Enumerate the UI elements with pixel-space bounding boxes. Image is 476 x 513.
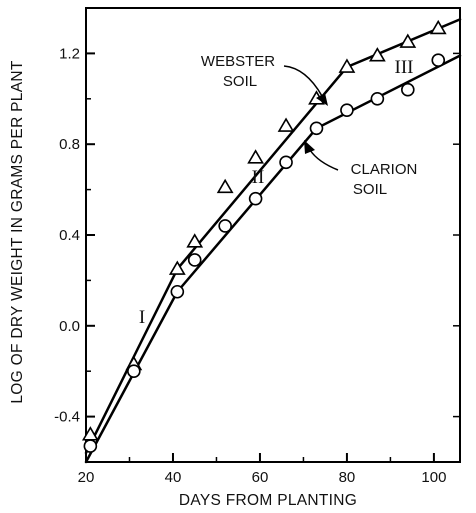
webster-triangle-point	[429, 19, 447, 35]
y-tick-label: -0.4	[54, 409, 80, 426]
clarion-circle-point	[431, 53, 446, 68]
clarion-circle-point	[309, 121, 324, 136]
x-tick-label: 20	[78, 469, 95, 486]
clarion-circle-point	[170, 284, 185, 299]
clarion-label-line1: CLARION	[351, 161, 418, 178]
clarion-leader-arrow	[309, 149, 339, 171]
phase-label-1: I	[139, 307, 145, 328]
x-tick-label: 80	[339, 469, 356, 486]
clarion-circle-point	[401, 82, 415, 97]
y-tick-label: 1.2	[59, 45, 80, 62]
webster-label-line2: SOIL	[223, 73, 257, 90]
webster-arrowhead	[316, 93, 328, 106]
clarion-circle-point	[279, 155, 293, 170]
clarion-circle-point	[187, 253, 202, 267]
webster-triangle-point	[277, 117, 295, 132]
webster-triangle-point	[168, 260, 186, 275]
webster-triangle-point	[216, 178, 234, 194]
clarion-circle-point	[218, 219, 232, 233]
y-tick-label: 0.8	[59, 136, 80, 153]
clarion-circle-point	[248, 191, 263, 206]
x-tick-label: 60	[252, 469, 269, 486]
y-axis-title: LOG OF DRY WEIGHT IN GRAMS PER PLANT	[9, 60, 26, 403]
x-tick-label: 40	[165, 469, 182, 486]
webster-triangle-point	[338, 58, 356, 73]
phase-label-3: III	[395, 57, 414, 78]
clarion-circle-point	[127, 364, 141, 379]
clarion-arrowhead	[304, 140, 315, 154]
webster-label-line1: WEBSTER	[201, 53, 275, 70]
webster-triangle-point	[247, 149, 264, 164]
webster-triangle-point	[368, 47, 386, 62]
fit-line-segment	[315, 54, 462, 130]
webster-triangle-point	[186, 233, 204, 248]
clarion-circle-point	[370, 92, 385, 106]
y-tick-label: 0.0	[59, 318, 80, 335]
clarion-label-line2: SOIL	[353, 181, 387, 198]
y-tick-label: 0.4	[59, 227, 80, 244]
clarion-circle-point	[83, 439, 98, 453]
webster-leader-arrow	[283, 65, 323, 97]
x-axis-title: DAYS FROM PLANTING	[179, 492, 357, 509]
x-tick-label: 100	[421, 469, 446, 486]
fit-line-segment	[176, 127, 318, 293]
clarion-circle-point	[340, 103, 354, 117]
webster-triangle-point	[399, 33, 417, 48]
phase-label-2: II	[252, 167, 265, 188]
data-markers	[81, 19, 447, 453]
axis-ticks: 20 40 60 80 100 -0.4 0.0 0.4 0.8 1.2	[54, 45, 460, 486]
